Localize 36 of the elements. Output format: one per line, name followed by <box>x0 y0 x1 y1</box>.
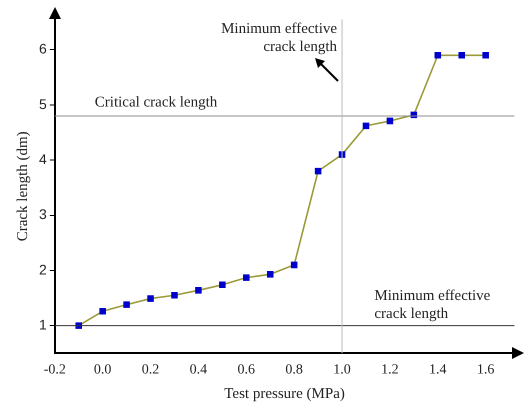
point <box>123 301 130 308</box>
y-tick-label: 2 <box>38 261 47 278</box>
y-axis-title: Crack length (dm) <box>14 131 31 242</box>
point <box>458 52 466 59</box>
x-tick-label: 1.6 <box>476 362 494 378</box>
x-tick-label: 0.4 <box>190 362 208 378</box>
point <box>482 52 489 59</box>
x-axis-title: Test pressure (MPa) <box>224 386 345 402</box>
ref-line-label: Minimum effective crack length <box>374 288 491 322</box>
x-tick-label: 1.4 <box>429 362 447 378</box>
point <box>171 292 178 299</box>
y-tick-label: 5 <box>38 96 47 112</box>
ref-line-label: Minimum effective crack length <box>221 20 338 55</box>
point <box>219 282 226 288</box>
x-tick-label: -0.2 <box>44 362 66 378</box>
point <box>266 271 274 278</box>
point <box>362 122 370 130</box>
y-tick-label: 4 <box>38 150 47 167</box>
y-tick-label: 1 <box>38 316 47 332</box>
point <box>290 262 298 268</box>
point <box>243 274 250 281</box>
point <box>195 287 202 294</box>
y-tick-label: 3 <box>38 206 47 222</box>
ref-line-label: Critical crack length <box>94 94 218 110</box>
x-tick-label: 0.2 <box>142 362 160 378</box>
x-tick-label: 0.0 <box>94 362 112 378</box>
x-tick-label: 1.2 <box>381 362 399 378</box>
point <box>99 308 106 315</box>
point <box>314 168 322 174</box>
point <box>434 52 442 59</box>
x-tick-label: 0.8 <box>285 362 303 378</box>
y-tick-label: 6 <box>38 40 47 57</box>
x-tick-label: 1.0 <box>333 362 351 378</box>
x-tick-label: 0.6 <box>238 362 256 378</box>
point <box>147 295 154 302</box>
point <box>386 118 394 124</box>
